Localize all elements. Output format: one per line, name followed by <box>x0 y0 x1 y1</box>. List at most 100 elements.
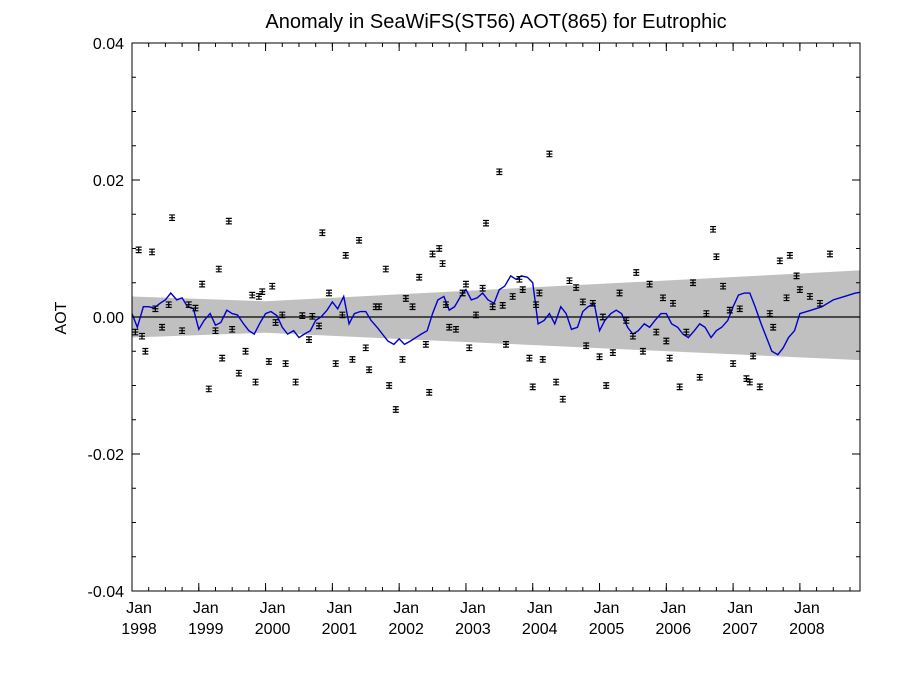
data-point <box>165 301 172 309</box>
data-point <box>326 289 333 297</box>
data-point <box>309 312 316 320</box>
data-point <box>452 325 459 333</box>
data-point <box>796 286 803 293</box>
x-tick-month-label: Jan <box>393 600 419 617</box>
data-point <box>219 354 226 362</box>
data-point <box>669 299 676 307</box>
data-point <box>342 252 349 259</box>
data-point <box>466 344 473 352</box>
x-tick-year-label: 2004 <box>522 621 558 638</box>
data-point <box>242 347 249 355</box>
data-point <box>806 293 813 300</box>
data-point <box>149 248 156 256</box>
data-point <box>376 303 383 311</box>
x-tick-year-label: 1999 <box>188 621 224 638</box>
data-point <box>205 385 212 393</box>
data-point <box>666 354 673 362</box>
data-point <box>746 378 753 386</box>
data-point <box>599 313 606 321</box>
data-point <box>436 245 443 252</box>
x-tick-year-label: 2006 <box>656 621 692 638</box>
data-point <box>589 299 596 307</box>
data-point <box>713 253 720 261</box>
data-point <box>356 236 363 244</box>
y-axis-label: AOT <box>53 301 70 334</box>
data-point <box>683 328 690 336</box>
data-point <box>192 304 199 312</box>
data-point <box>696 373 703 381</box>
data-point <box>546 150 553 158</box>
data-point <box>255 293 262 300</box>
data-point <box>533 301 540 309</box>
data-point <box>429 250 436 258</box>
chart-title: Anomaly in SeaWiFS(ST56) AOT(865) for Eu… <box>265 11 726 33</box>
y-tick-label: 0.00 <box>93 310 124 327</box>
x-tick-month-label: Jan <box>193 600 219 617</box>
data-point <box>489 303 496 311</box>
data-point <box>676 383 683 391</box>
data-point <box>386 382 393 389</box>
data-point <box>132 328 139 336</box>
data-point <box>659 294 666 302</box>
data-point <box>399 356 406 363</box>
data-point <box>623 317 630 324</box>
x-tick-year-label: 2000 <box>255 621 291 638</box>
data-point <box>269 282 276 290</box>
data-point <box>249 291 256 299</box>
data-point <box>169 214 176 222</box>
x-tick-month-label: Jan <box>527 600 553 617</box>
data-point <box>690 279 697 287</box>
data-point <box>750 352 757 360</box>
x-tick-month-label: Jan <box>594 600 620 617</box>
data-point <box>786 252 793 259</box>
data-point <box>639 347 646 355</box>
x-tick-month-label: Jan <box>460 600 486 617</box>
data-point <box>142 347 149 355</box>
data-point <box>135 246 142 254</box>
x-tick-month-label: Jan <box>660 600 686 617</box>
x-tick-year-label: 2003 <box>455 621 491 638</box>
data-point <box>215 265 222 273</box>
data-point <box>282 360 289 367</box>
data-point <box>199 280 206 288</box>
data-point <box>159 323 166 331</box>
x-tick-year-label: 2008 <box>789 621 825 638</box>
data-point <box>305 336 312 343</box>
data-point <box>292 378 299 386</box>
data-point <box>629 332 636 340</box>
data-point <box>479 284 486 292</box>
data-point <box>816 299 823 307</box>
data-point <box>339 311 346 319</box>
confidence-band <box>132 270 860 361</box>
data-point <box>139 332 146 340</box>
data-point <box>279 311 286 319</box>
data-point <box>152 305 159 313</box>
x-tick-month-label: Jan <box>727 600 753 617</box>
data-point <box>349 356 356 363</box>
data-point <box>392 406 399 413</box>
data-point <box>826 250 833 258</box>
x-tick-month-label: Jan <box>326 600 352 617</box>
data-point <box>382 265 389 273</box>
data-point <box>609 349 616 356</box>
data-point <box>509 293 516 300</box>
data-point <box>526 354 533 362</box>
data-point <box>566 277 573 285</box>
plot-area: -0.04 -0.02 0.00 0.02 0.04 Jan 1998 Jan 1999 Jan 2… <box>88 36 861 638</box>
data-point <box>265 358 272 365</box>
x-tick-year-label: 2001 <box>322 621 358 638</box>
data-point <box>603 382 610 389</box>
data-point <box>553 378 560 386</box>
data-point <box>185 301 192 309</box>
data-point <box>442 301 449 309</box>
data-point <box>225 217 232 225</box>
data-point <box>783 294 790 302</box>
data-point <box>252 378 259 386</box>
y-tick-label: -0.02 <box>88 447 125 464</box>
x-tick-year-label: 2005 <box>589 621 625 638</box>
data-point <box>499 302 506 309</box>
data-point <box>503 341 510 348</box>
data-point <box>703 310 710 317</box>
data-point <box>272 319 279 326</box>
